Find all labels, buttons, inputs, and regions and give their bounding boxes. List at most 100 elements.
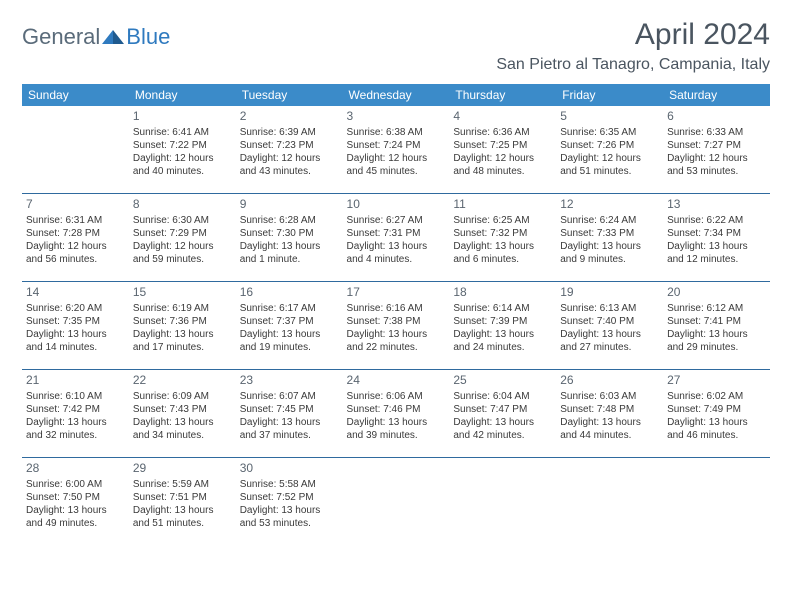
sunrise-text: Sunrise: 6:04 AM	[453, 390, 552, 403]
sunrise-text: Sunrise: 6:12 AM	[667, 302, 766, 315]
sunset-text: Sunset: 7:51 PM	[133, 491, 232, 504]
weekday-header: Sunday	[22, 84, 129, 106]
daylight-text: and 42 minutes.	[453, 429, 552, 442]
calendar-cell: 27Sunrise: 6:02 AMSunset: 7:49 PMDayligh…	[663, 370, 770, 458]
sunset-text: Sunset: 7:46 PM	[347, 403, 446, 416]
daylight-text: Daylight: 13 hours	[26, 416, 125, 429]
calendar-cell: 6Sunrise: 6:33 AMSunset: 7:27 PMDaylight…	[663, 106, 770, 194]
daylight-text: Daylight: 13 hours	[240, 504, 339, 517]
calendar-cell: 7Sunrise: 6:31 AMSunset: 7:28 PMDaylight…	[22, 194, 129, 282]
weekday-header: Thursday	[449, 84, 556, 106]
calendar-cell: 19Sunrise: 6:13 AMSunset: 7:40 PMDayligh…	[556, 282, 663, 370]
sunrise-text: Sunrise: 6:16 AM	[347, 302, 446, 315]
sunrise-text: Sunrise: 6:20 AM	[26, 302, 125, 315]
sunrise-text: Sunrise: 6:28 AM	[240, 214, 339, 227]
daylight-text: and 1 minute.	[240, 253, 339, 266]
sunrise-text: Sunrise: 6:03 AM	[560, 390, 659, 403]
daylight-text: Daylight: 13 hours	[133, 416, 232, 429]
sunset-text: Sunset: 7:37 PM	[240, 315, 339, 328]
sunrise-text: Sunrise: 6:13 AM	[560, 302, 659, 315]
calendar-cell: 9Sunrise: 6:28 AMSunset: 7:30 PMDaylight…	[236, 194, 343, 282]
daylight-text: and 45 minutes.	[347, 165, 446, 178]
daylight-text: and 32 minutes.	[26, 429, 125, 442]
calendar-cell: 1Sunrise: 6:41 AMSunset: 7:22 PMDaylight…	[129, 106, 236, 194]
calendar-row: 7Sunrise: 6:31 AMSunset: 7:28 PMDaylight…	[22, 194, 770, 282]
calendar-cell	[22, 106, 129, 194]
daylight-text: Daylight: 13 hours	[453, 328, 552, 341]
calendar-cell: 25Sunrise: 6:04 AMSunset: 7:47 PMDayligh…	[449, 370, 556, 458]
daylight-text: Daylight: 13 hours	[347, 240, 446, 253]
daylight-text: Daylight: 13 hours	[560, 416, 659, 429]
daylight-text: Daylight: 13 hours	[560, 328, 659, 341]
sunrise-text: Sunrise: 6:35 AM	[560, 126, 659, 139]
daylight-text: Daylight: 12 hours	[453, 152, 552, 165]
daylight-text: and 4 minutes.	[347, 253, 446, 266]
daylight-text: Daylight: 12 hours	[347, 152, 446, 165]
calendar-cell: 18Sunrise: 6:14 AMSunset: 7:39 PMDayligh…	[449, 282, 556, 370]
daylight-text: Daylight: 13 hours	[240, 416, 339, 429]
daylight-text: and 49 minutes.	[26, 517, 125, 530]
calendar-cell: 22Sunrise: 6:09 AMSunset: 7:43 PMDayligh…	[129, 370, 236, 458]
day-number: 18	[453, 285, 552, 301]
day-number: 6	[667, 109, 766, 125]
daylight-text: and 14 minutes.	[26, 341, 125, 354]
weekday-header: Wednesday	[343, 84, 450, 106]
day-number: 2	[240, 109, 339, 125]
sunrise-text: Sunrise: 6:39 AM	[240, 126, 339, 139]
sunrise-text: Sunrise: 6:02 AM	[667, 390, 766, 403]
daylight-text: and 40 minutes.	[133, 165, 232, 178]
sunrise-text: Sunrise: 6:31 AM	[26, 214, 125, 227]
day-number: 24	[347, 373, 446, 389]
title-block: April 2024 San Pietro al Tanagro, Campan…	[496, 18, 770, 74]
calendar-cell: 29Sunrise: 5:59 AMSunset: 7:51 PMDayligh…	[129, 458, 236, 546]
daylight-text: and 56 minutes.	[26, 253, 125, 266]
calendar-cell: 28Sunrise: 6:00 AMSunset: 7:50 PMDayligh…	[22, 458, 129, 546]
weekday-header: Tuesday	[236, 84, 343, 106]
sunrise-text: Sunrise: 6:10 AM	[26, 390, 125, 403]
sunrise-text: Sunrise: 6:06 AM	[347, 390, 446, 403]
day-number: 19	[560, 285, 659, 301]
calendar-cell	[343, 458, 450, 546]
sunset-text: Sunset: 7:28 PM	[26, 227, 125, 240]
daylight-text: and 51 minutes.	[560, 165, 659, 178]
day-number: 23	[240, 373, 339, 389]
calendar-cell	[556, 458, 663, 546]
daylight-text: Daylight: 13 hours	[240, 240, 339, 253]
daylight-text: Daylight: 13 hours	[347, 328, 446, 341]
sunrise-text: Sunrise: 6:24 AM	[560, 214, 659, 227]
sunrise-text: Sunrise: 6:36 AM	[453, 126, 552, 139]
sunrise-text: Sunrise: 6:09 AM	[133, 390, 232, 403]
calendar-cell: 11Sunrise: 6:25 AMSunset: 7:32 PMDayligh…	[449, 194, 556, 282]
weekday-header: Monday	[129, 84, 236, 106]
daylight-text: Daylight: 13 hours	[453, 416, 552, 429]
daylight-text: and 39 minutes.	[347, 429, 446, 442]
daylight-text: Daylight: 12 hours	[560, 152, 659, 165]
calendar-cell	[449, 458, 556, 546]
calendar-row: 28Sunrise: 6:00 AMSunset: 7:50 PMDayligh…	[22, 458, 770, 546]
sunset-text: Sunset: 7:31 PM	[347, 227, 446, 240]
day-number: 20	[667, 285, 766, 301]
sunset-text: Sunset: 7:39 PM	[453, 315, 552, 328]
calendar-cell: 13Sunrise: 6:22 AMSunset: 7:34 PMDayligh…	[663, 194, 770, 282]
sunset-text: Sunset: 7:35 PM	[26, 315, 125, 328]
weekday-header-row: Sunday Monday Tuesday Wednesday Thursday…	[22, 84, 770, 106]
daylight-text: Daylight: 12 hours	[240, 152, 339, 165]
sunrise-text: Sunrise: 6:07 AM	[240, 390, 339, 403]
day-number: 16	[240, 285, 339, 301]
sunset-text: Sunset: 7:25 PM	[453, 139, 552, 152]
day-number: 27	[667, 373, 766, 389]
page-title: April 2024	[496, 18, 770, 52]
daylight-text: and 53 minutes.	[667, 165, 766, 178]
daylight-text: Daylight: 13 hours	[347, 416, 446, 429]
weekday-header: Saturday	[663, 84, 770, 106]
daylight-text: Daylight: 13 hours	[133, 328, 232, 341]
daylight-text: and 22 minutes.	[347, 341, 446, 354]
sunset-text: Sunset: 7:34 PM	[667, 227, 766, 240]
daylight-text: and 19 minutes.	[240, 341, 339, 354]
header: General Blue April 2024 San Pietro al Ta…	[22, 18, 770, 74]
sunrise-text: Sunrise: 5:58 AM	[240, 478, 339, 491]
daylight-text: and 12 minutes.	[667, 253, 766, 266]
sunset-text: Sunset: 7:48 PM	[560, 403, 659, 416]
sunset-text: Sunset: 7:26 PM	[560, 139, 659, 152]
sunset-text: Sunset: 7:33 PM	[560, 227, 659, 240]
